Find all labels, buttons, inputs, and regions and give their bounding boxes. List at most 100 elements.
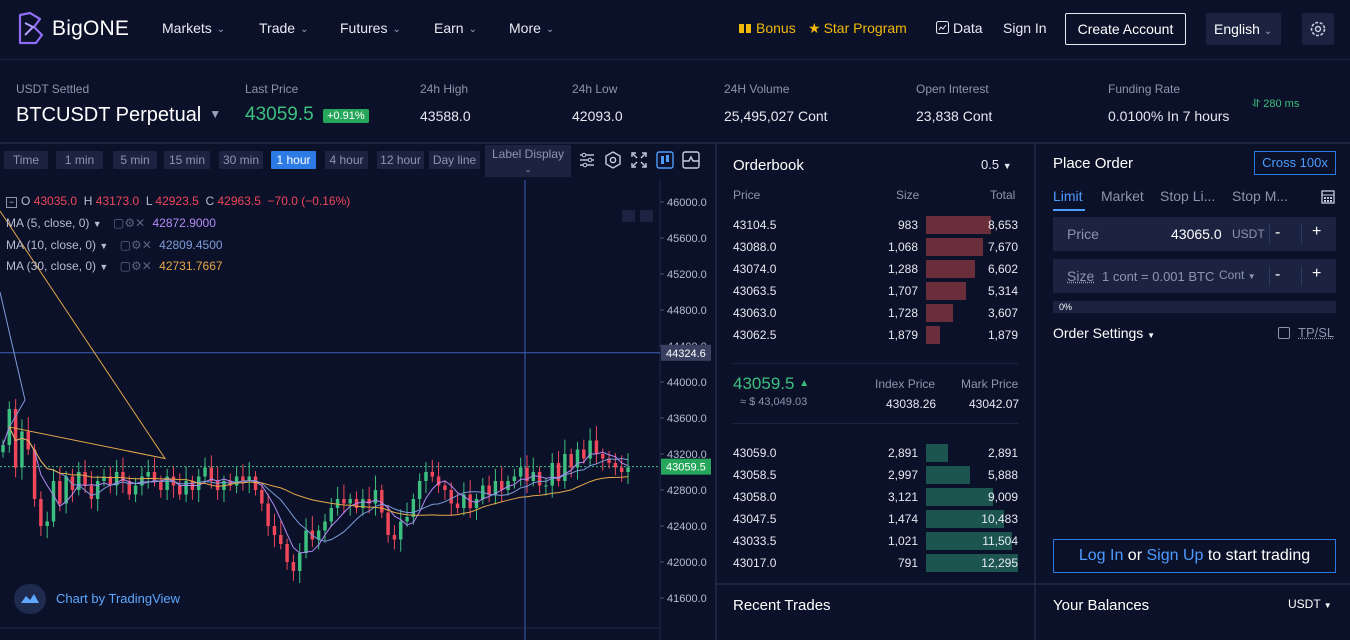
ma30-controls-icon[interactable]: ▢⚙✕ — [119, 259, 152, 273]
login-link[interactable]: Log In — [1078, 547, 1124, 564]
bonus-link[interactable]: Bonus — [738, 20, 796, 36]
timeframe-4-hour[interactable]: 4 hour — [325, 151, 368, 169]
chart-settings-gear-icon[interactable] — [604, 151, 622, 169]
ob-asks-price[interactable]: 43104.5 — [733, 218, 777, 232]
tab-stop-market[interactable]: Stop M... — [1232, 188, 1289, 204]
precision-select[interactable]: 0.5 ▼ — [981, 157, 1012, 172]
close-value: 42963.5 — [217, 194, 261, 208]
recent-trades-title[interactable]: Recent Trades — [733, 597, 831, 614]
depth-chart-mode-icon[interactable] — [682, 151, 700, 169]
ob-asks-price[interactable]: 43062.5 — [733, 328, 777, 342]
tradingview-attribution[interactable]: Chart by TradingView — [56, 591, 181, 606]
nav-markets-label: Markets — [162, 20, 212, 36]
login-signup-button[interactable]: Log In or Sign Up to start trading — [1053, 539, 1336, 573]
chevron-down-icon: ⌄ — [392, 24, 401, 35]
tab-market[interactable]: Market — [1101, 188, 1144, 204]
scale-down-icon[interactable] — [622, 210, 635, 222]
depth-bar — [926, 282, 966, 300]
ob-asks-total: 7,670 — [987, 240, 1018, 254]
settings-button[interactable] — [1302, 13, 1334, 45]
timeframe-30-min[interactable]: 30 min — [219, 151, 263, 169]
ob-bids-price[interactable]: 43058.5 — [733, 468, 777, 482]
ob-bids-price[interactable]: 43047.5 — [733, 512, 777, 526]
price-increment-button[interactable]: + — [1312, 223, 1322, 240]
ob-bids-price[interactable]: 43033.5 — [733, 534, 777, 548]
price-input[interactable]: Price 43065.0 USDT - + — [1053, 217, 1336, 251]
collapse-toggle-icon[interactable]: − — [6, 197, 17, 208]
nav-trade[interactable]: Trade ⌄ — [259, 20, 308, 36]
timeframe-5-min[interactable]: 5 min — [113, 151, 157, 169]
price-decrement-button[interactable]: - — [1275, 224, 1281, 241]
price-input-value[interactable]: 43065.0 — [1171, 226, 1222, 242]
bigone-logo-icon[interactable] — [16, 11, 44, 47]
price-chart[interactable]: 46000.045600.045200.044800.044400.044000… — [0, 180, 715, 640]
candle-body — [411, 499, 416, 517]
tab-stop-limit[interactable]: Stop Li... — [1160, 188, 1216, 204]
depth-bar — [926, 466, 970, 484]
timeframe-time[interactable]: Time — [4, 151, 48, 169]
size-input[interactable]: Size 1 cont = 0.001 BTC Cont ▼ - + — [1053, 259, 1336, 293]
ma10-controls-icon[interactable]: ▢⚙✕ — [119, 238, 152, 252]
ob-asks-price[interactable]: 43074.0 — [733, 262, 777, 276]
tab-limit[interactable]: Limit — [1053, 188, 1083, 204]
candlestick-chart[interactable]: 46000.045600.045200.044800.044400.044000… — [0, 180, 715, 640]
signal-icon: ⥯ — [1252, 98, 1261, 110]
ob-asks-total: 3,607 — [987, 306, 1018, 320]
ob-bids-price[interactable]: 43017.0 — [733, 556, 777, 570]
indicator-settings-icon[interactable] — [578, 151, 596, 169]
ob-header-total: Total — [990, 188, 1016, 202]
nav-more[interactable]: More ⌄ — [509, 20, 554, 36]
nav-earn[interactable]: Earn ⌄ — [434, 20, 477, 36]
nav-futures[interactable]: Futures ⌄ — [340, 20, 401, 36]
timeframe-12-hour[interactable]: 12 hour — [377, 151, 424, 169]
nav-markets[interactable]: Markets ⌄ — [162, 20, 225, 36]
ob-bids-price[interactable]: 43058.0 — [733, 490, 777, 504]
create-account-button[interactable]: Create Account — [1065, 13, 1186, 45]
calculator-icon[interactable] — [1321, 190, 1335, 204]
size-slider[interactable]: 0% — [1053, 301, 1336, 313]
leverage-button[interactable]: Cross 100x — [1254, 151, 1336, 175]
ob-asks-price[interactable]: 43063.0 — [733, 306, 777, 320]
star-program-link[interactable]: ★ Star Program — [808, 20, 907, 37]
chevron-down-icon: ⌄ — [524, 164, 532, 174]
ma30-label[interactable]: MA (30, close, 0) — [6, 259, 97, 273]
timeframe-15-min[interactable]: 15 min — [164, 151, 210, 169]
ob-asks-price[interactable]: 43088.0 — [733, 240, 777, 254]
data-link[interactable]: Data — [936, 20, 983, 36]
fullscreen-icon[interactable] — [630, 151, 648, 169]
ma10-label[interactable]: MA (10, close, 0) — [6, 238, 97, 252]
brand-name[interactable]: BigONE — [52, 17, 130, 40]
ob-bids-price[interactable]: 43059.0 — [733, 446, 777, 460]
timeframe-day-line[interactable]: Day line — [429, 151, 480, 169]
ma5-controls-icon[interactable]: ▢⚙✕ — [112, 216, 146, 230]
sign-in-link[interactable]: Sign In — [1003, 20, 1047, 36]
balances-unit-select[interactable]: USDT ▼ — [1288, 597, 1332, 611]
size-input-hint[interactable]: 1 cont = 0.001 BTC — [1102, 269, 1215, 284]
candle-chart-mode-icon[interactable] — [656, 151, 674, 169]
price-tick-label: 42400.0 — [667, 521, 707, 533]
symbol-selector[interactable]: BTCUSDT Perpetual ▼ — [16, 104, 221, 127]
candle-body — [575, 449, 580, 468]
size-unit-select[interactable]: Cont ▼ — [1219, 268, 1256, 282]
candle-body — [102, 476, 106, 481]
language-select[interactable]: English ⌄ — [1206, 13, 1281, 45]
signup-link[interactable]: Sign Up — [1146, 547, 1204, 564]
size-unit-label: Cont — [1219, 268, 1245, 282]
candle-body — [253, 476, 258, 490]
divider — [1269, 224, 1270, 244]
high-value: 43588.0 — [420, 108, 471, 124]
tradingview-logo-icon[interactable] — [14, 584, 46, 614]
scale-fit-icon[interactable] — [640, 210, 653, 222]
order-settings-dropdown[interactable]: Order Settings ▼ — [1053, 325, 1156, 341]
chevron-down-icon: ⌄ — [300, 24, 309, 35]
ob-bids-size: 2,891 — [887, 446, 918, 460]
ma5-label[interactable]: MA (5, close, 0) — [6, 216, 90, 230]
size-decrement-button[interactable]: - — [1275, 266, 1281, 283]
depth-bar — [926, 238, 983, 256]
timeframe-1-min[interactable]: 1 min — [56, 151, 103, 169]
ob-asks-price[interactable]: 43063.5 — [733, 284, 777, 298]
size-increment-button[interactable]: + — [1312, 265, 1322, 282]
tpsl-checkbox[interactable] — [1278, 327, 1290, 339]
timeframe-1-hour[interactable]: 1 hour — [271, 151, 316, 169]
label-display-dropdown[interactable]: Label Display ⌄ — [485, 145, 571, 177]
